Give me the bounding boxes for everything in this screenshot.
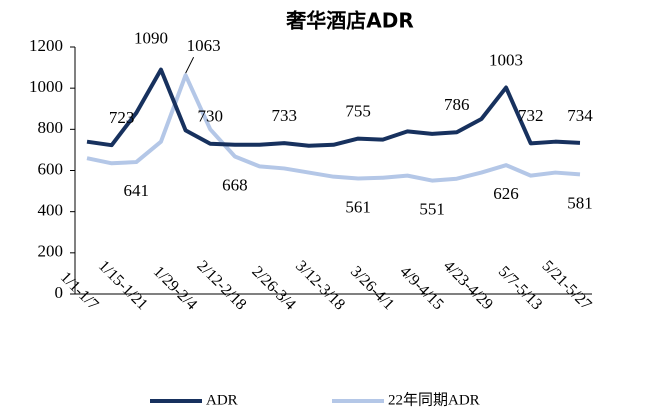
- x-tick-label: 5/7-5/13: [495, 263, 545, 313]
- y-tick-label: 0: [55, 283, 64, 302]
- data-label: 1090: [134, 29, 168, 48]
- chart-title: 奢华酒店ADR: [285, 9, 413, 33]
- x-tick-label: 2/26-3/4: [248, 263, 298, 313]
- data-label: 755: [345, 102, 371, 121]
- x-tick-label: 1/15-1/21: [95, 257, 151, 313]
- y-tick-label: 800: [38, 118, 64, 137]
- series-line: [86, 67, 581, 148]
- y-tick-label: 200: [38, 242, 64, 261]
- series-line: [86, 73, 581, 183]
- legend-label: ADR: [206, 392, 238, 408]
- x-tick-label: 4/9-4/15: [396, 263, 446, 313]
- data-label: 723: [109, 108, 135, 127]
- y-tick-label: 1000: [29, 77, 63, 96]
- x-tick-label: 4/23-4/29: [440, 257, 496, 313]
- x-tick-label: 1/29-2/4: [150, 263, 200, 313]
- x-tick-label: 3/12-3/18: [292, 257, 348, 313]
- data-label: 733: [271, 106, 297, 125]
- data-label: 734: [567, 106, 593, 125]
- data-label: 1003: [489, 50, 523, 69]
- x-tick-label: 3/26-4/1: [347, 263, 397, 313]
- x-tick-label: 1/1-1/7: [57, 269, 102, 314]
- data-label: 730: [198, 107, 224, 126]
- data-label: 626: [493, 184, 519, 203]
- data-label: 668: [222, 175, 248, 194]
- data-label: 641: [124, 181, 150, 200]
- label-leader: [185, 56, 195, 74]
- legend-label: 22年同期ADR: [388, 391, 480, 408]
- data-label: 581: [567, 193, 593, 212]
- data-label: 732: [518, 106, 544, 125]
- data-label: 786: [444, 95, 470, 114]
- data-label: 561: [345, 197, 371, 216]
- y-tick-label: 400: [38, 201, 64, 220]
- x-tick-label: 5/21-5/27: [539, 257, 595, 313]
- data-label: 551: [419, 199, 445, 218]
- data-label: 1063: [187, 36, 221, 55]
- x-tick-label: 2/12-2/18: [193, 257, 249, 313]
- y-tick-label: 600: [38, 159, 64, 178]
- y-tick-label: 1200: [29, 36, 63, 55]
